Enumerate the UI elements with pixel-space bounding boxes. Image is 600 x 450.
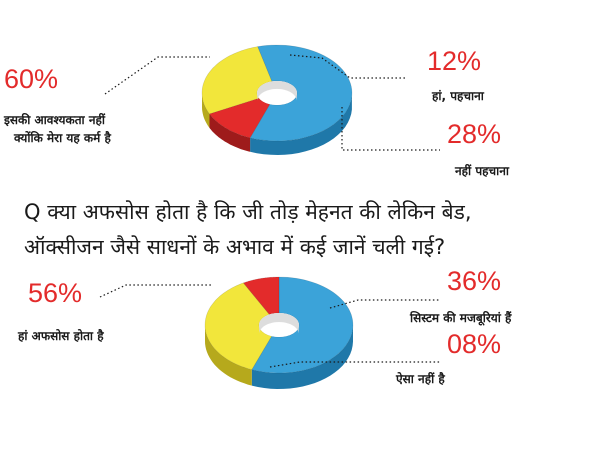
leader-line-12 [289, 54, 405, 79]
slice-label-no-need-line1: इसकी आवश्यकता नहीं [3, 112, 106, 127]
slice-side-0 [250, 95, 352, 155]
value-label-28: 28% [447, 119, 501, 149]
donut-hole-wall [257, 81, 297, 101]
donut-chart-2 [204, 276, 354, 389]
slice-side-2 [202, 93, 210, 128]
slice-label-regret: हां अफसोस होता है [17, 329, 104, 343]
slice-side-1 [209, 113, 251, 152]
slice-label-not-so: ऐसा नहीं है [395, 371, 445, 386]
leader-line-28 [341, 107, 440, 151]
value-label-08: 08% [447, 329, 501, 359]
leader-line-36 [329, 299, 440, 309]
leader-line-60 [104, 56, 210, 95]
slice-side-1 [205, 325, 252, 386]
value-label-36: 36% [447, 266, 501, 296]
leader-line-56 [99, 284, 212, 298]
value-label-60: 60% [4, 64, 58, 94]
question-line-2: ऑक्सीजन जैसे साधनों के अभाव में कई जानें… [24, 235, 445, 259]
value-label-56: 56% [28, 278, 82, 308]
slice-label-not-recognized: नहीं पहचाना [454, 163, 510, 178]
donut-chart-1 [201, 44, 353, 155]
slice-label-system-compulsion: सिस्टम की मजबूरियां हैं [409, 311, 512, 326]
value-label-12: 12% [427, 46, 481, 76]
donut-hole-wall [259, 313, 299, 334]
question-line-1: Q क्या अफसोस होता है कि जी तोड़ मेहनत की… [24, 200, 472, 224]
slice-label-recognized: हां, पहचाना [431, 89, 485, 103]
pie-slice-2 [201, 46, 273, 115]
slice-side-0 [251, 325, 353, 389]
slice-label-no-need-line2: क्योंकि मेरा यह कर्म है [13, 131, 111, 145]
